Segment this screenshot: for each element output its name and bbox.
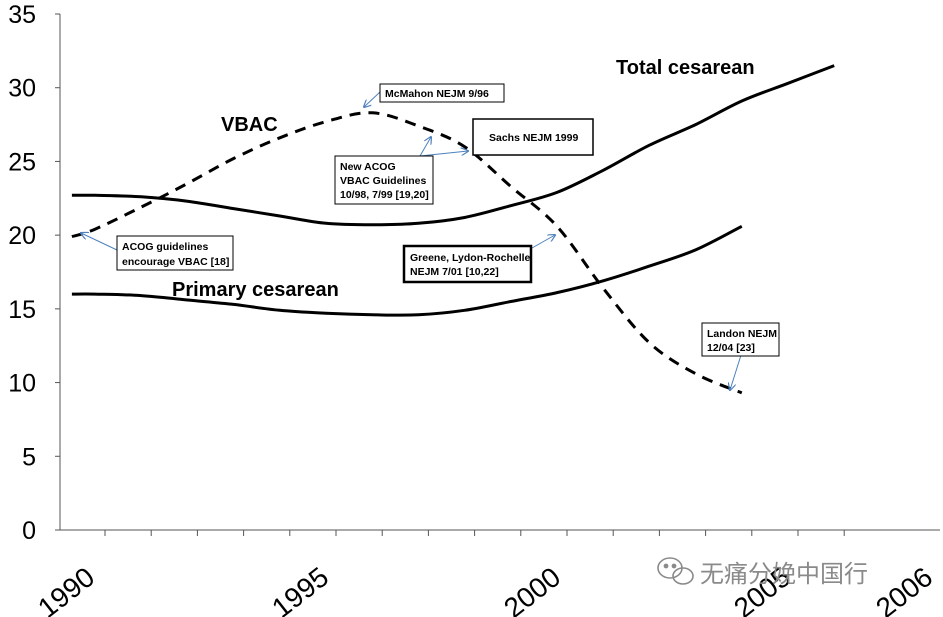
callout-line: Landon NEJM xyxy=(707,328,777,340)
annotation-mcmahon: McMahon NEJM 9/96 xyxy=(379,83,505,103)
callout-line: New ACOG xyxy=(340,161,396,173)
annotation-landon: Landon NEJM 12/04 [23] xyxy=(701,322,780,357)
series-line-primary-cesarean xyxy=(71,224,743,317)
callout-box xyxy=(379,83,505,103)
y-tick-label: 30 xyxy=(8,75,36,103)
callout-line: Greene, Lydon-Rochelle xyxy=(410,252,531,264)
y-tick-label: 25 xyxy=(8,148,36,176)
y-tick-label: 35 xyxy=(8,1,36,29)
arrow-mcmahon xyxy=(364,91,381,107)
series-line-vbac xyxy=(71,111,743,395)
x-tick-label: 1990 xyxy=(32,561,100,617)
callout-box xyxy=(402,244,533,284)
callout-line: Sachs NEJM 1999 xyxy=(489,132,578,144)
y-tick-label: 5 xyxy=(22,443,36,471)
watermark-text: 无痛分娩中国行 xyxy=(700,560,868,588)
series-label-primary: Primary cesarean xyxy=(172,279,339,301)
watermark: 无痛分娩中国行 xyxy=(657,557,868,588)
series-line-total-cesarean xyxy=(71,64,835,227)
arrow-landon xyxy=(730,351,743,390)
y-tick-label: 15 xyxy=(8,296,36,324)
arrow-greene xyxy=(531,235,555,249)
callout-line: 12/04 [23] xyxy=(707,342,755,354)
y-tick-label: 10 xyxy=(8,370,36,398)
callout-line: encourage VBAC [18] xyxy=(122,256,229,268)
callout-box xyxy=(701,322,780,357)
callout-line: ACOG guidelines xyxy=(122,241,209,253)
callout-line: NEJM 7/01 [10,22] xyxy=(410,266,499,278)
arrow-newacog-b xyxy=(419,151,468,157)
wechat-icon xyxy=(657,557,694,585)
series-label-total: Total cesarean xyxy=(616,57,755,79)
arrow-newacog-a xyxy=(419,137,431,157)
x-tick-label: 2006 xyxy=(870,561,938,617)
annotation-greene: Greene, Lydon-Rochelle NEJM 7/01 [10,22] xyxy=(402,244,533,284)
callout-line: VBAC Guidelines xyxy=(340,175,427,187)
y-tick-label: 20 xyxy=(8,222,36,250)
x-tick-label: 2000 xyxy=(498,561,566,617)
x-tick-label: 1995 xyxy=(266,561,334,617)
callout-box xyxy=(116,235,234,271)
annotation-arrows xyxy=(81,91,743,390)
y-tick-label: 0 xyxy=(22,517,36,545)
arrow-acog xyxy=(81,233,118,251)
series-label-vbac: VBAC xyxy=(221,114,278,136)
callout-line: McMahon NEJM 9/96 xyxy=(385,88,489,100)
callout-box xyxy=(334,155,434,205)
annotation-newacog: New ACOG VBAC Guidelines 10/98, 7/99 [19… xyxy=(334,155,434,205)
callout-box xyxy=(472,118,594,156)
callout-line: 10/98, 7/99 [19,20] xyxy=(340,189,429,201)
annotation-sachs: Sachs NEJM 1999 xyxy=(472,118,594,156)
annotation-acog: ACOG guidelines encourage VBAC [18] xyxy=(116,235,234,271)
